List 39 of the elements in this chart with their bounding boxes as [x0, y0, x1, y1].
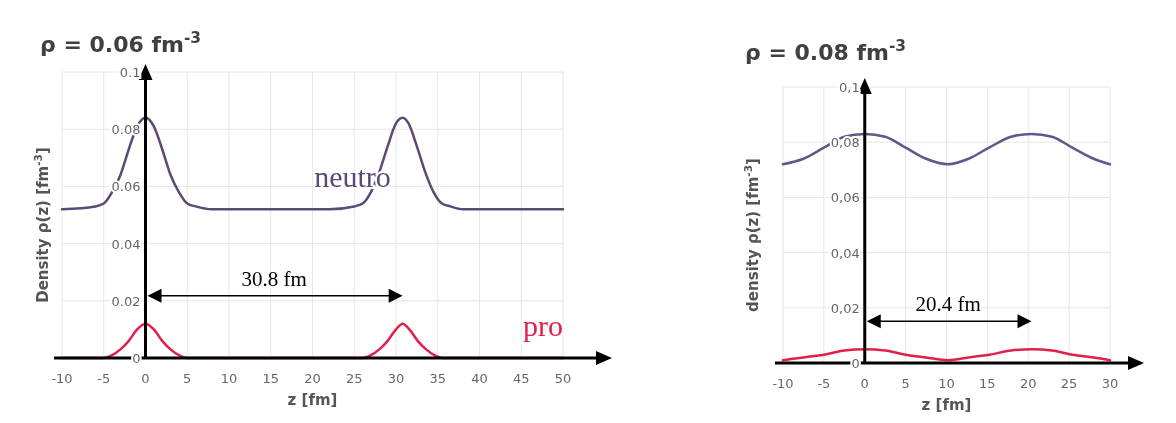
x-tick-label: 5 [183, 371, 192, 386]
series-label: pro [523, 309, 563, 342]
x-tick-label: 20 [304, 371, 321, 386]
x-tick-label: 10 [220, 371, 238, 386]
x-tick-label: 20 [1019, 376, 1037, 391]
x-tick-label: -10 [51, 371, 73, 386]
y-tick-label: 0,06 [830, 190, 860, 206]
x-tick-label: 50 [554, 371, 572, 386]
x-tick-label: 15 [262, 371, 280, 386]
x-tick-label: 45 [512, 371, 530, 386]
x-tick-label: -5 [817, 376, 831, 391]
y-tick-label: 0.04 [111, 236, 141, 252]
annotation: 20.4 fm [915, 292, 981, 317]
x-axis-title: z [fm] [921, 396, 972, 414]
y-tick-label: 0,1 [839, 80, 860, 95]
y-tick-label: 0.02 [111, 293, 141, 309]
x-tick-label: 5 [901, 376, 910, 391]
annotation: 30.8 fm [241, 266, 307, 291]
x-tick-label: 25 [1060, 376, 1078, 391]
line-series [60, 116, 565, 211]
x-tick-label: 25 [345, 371, 363, 386]
y-tick-label: 0 [132, 351, 141, 366]
x-tick-label: 15 [979, 376, 996, 391]
x-tick-label: -10 [772, 376, 794, 391]
x-tick-label: 30 [1101, 376, 1119, 391]
x-tick-label: 40 [471, 371, 488, 386]
x-tick-label: 30 [387, 371, 405, 386]
x-axis-title: z [fm] [287, 391, 338, 409]
y-tick-label: 0,08 [830, 135, 860, 151]
chart-title: ρ = 0.06 fm$^{-3}$ [40, 29, 202, 57]
x-tick-label: 10 [938, 376, 955, 391]
line-series [781, 132, 1112, 166]
y-tick-label: 0.1 [119, 65, 141, 80]
y-tick-label: 0 [851, 356, 860, 371]
x-tick-label: 35 [429, 371, 447, 386]
chart-title: ρ = 0.08 fm$^{-3}$ [745, 37, 907, 65]
x-tick-label: -5 [97, 371, 111, 386]
y-tick-label: 0,04 [830, 245, 860, 261]
y-tick-label: 0,02 [830, 300, 860, 316]
